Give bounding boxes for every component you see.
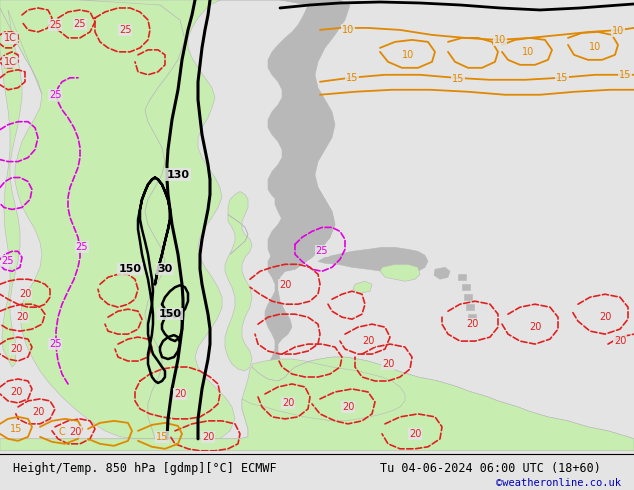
Polygon shape bbox=[160, 0, 350, 271]
Text: 130: 130 bbox=[167, 170, 190, 179]
Text: 20: 20 bbox=[281, 398, 294, 408]
Text: 20: 20 bbox=[598, 312, 611, 322]
Text: ©weatheronline.co.uk: ©weatheronline.co.uk bbox=[496, 478, 621, 488]
Text: Tu 04-06-2024 06:00 UTC (18+60): Tu 04-06-2024 06:00 UTC (18+60) bbox=[380, 462, 601, 475]
Text: 20: 20 bbox=[409, 429, 421, 439]
Text: 10: 10 bbox=[342, 25, 354, 35]
Text: 20: 20 bbox=[32, 407, 44, 417]
Text: 20: 20 bbox=[342, 402, 354, 412]
Text: 15: 15 bbox=[556, 73, 568, 83]
Text: 15: 15 bbox=[346, 73, 358, 83]
Polygon shape bbox=[0, 357, 634, 451]
Text: 25: 25 bbox=[74, 19, 86, 29]
Polygon shape bbox=[434, 267, 450, 279]
Text: 20: 20 bbox=[614, 336, 626, 346]
Text: 20: 20 bbox=[529, 322, 541, 332]
Polygon shape bbox=[0, 357, 634, 451]
Text: 20: 20 bbox=[279, 280, 291, 290]
Text: 150: 150 bbox=[158, 309, 181, 319]
Text: 25: 25 bbox=[49, 20, 61, 30]
Polygon shape bbox=[318, 247, 428, 273]
Text: 30: 30 bbox=[157, 264, 172, 274]
Polygon shape bbox=[0, 8, 42, 367]
Text: 15: 15 bbox=[619, 70, 631, 80]
Text: 20: 20 bbox=[10, 387, 22, 397]
Polygon shape bbox=[0, 0, 185, 439]
Text: 25: 25 bbox=[316, 246, 328, 256]
Text: 1C: 1C bbox=[4, 33, 16, 43]
Polygon shape bbox=[225, 192, 252, 371]
Polygon shape bbox=[468, 314, 476, 320]
Text: 20: 20 bbox=[382, 359, 394, 369]
Text: 10: 10 bbox=[612, 26, 624, 36]
Polygon shape bbox=[380, 264, 420, 281]
Text: 25: 25 bbox=[2, 256, 14, 266]
Text: Height/Temp. 850 hPa [gdmp][°C] ECMWF: Height/Temp. 850 hPa [gdmp][°C] ECMWF bbox=[13, 462, 276, 475]
Text: 25: 25 bbox=[119, 25, 131, 35]
Text: 20: 20 bbox=[362, 336, 374, 346]
Text: 20: 20 bbox=[10, 344, 22, 354]
Text: 25: 25 bbox=[49, 339, 61, 349]
Polygon shape bbox=[458, 274, 466, 280]
Polygon shape bbox=[80, 0, 235, 439]
Text: 150: 150 bbox=[119, 264, 141, 274]
Text: 20: 20 bbox=[174, 389, 186, 399]
Polygon shape bbox=[466, 304, 474, 310]
Text: 25: 25 bbox=[49, 90, 61, 100]
Text: 20: 20 bbox=[19, 289, 31, 299]
Text: 15: 15 bbox=[452, 74, 464, 84]
Text: 1C: 1C bbox=[4, 57, 16, 67]
Text: 20: 20 bbox=[16, 312, 28, 322]
Text: C: C bbox=[58, 427, 65, 437]
Text: 10: 10 bbox=[402, 50, 414, 60]
Text: 20: 20 bbox=[466, 319, 478, 329]
Text: 15: 15 bbox=[156, 432, 168, 442]
Text: 25: 25 bbox=[75, 243, 88, 252]
Polygon shape bbox=[265, 174, 335, 397]
Text: 20: 20 bbox=[202, 432, 214, 442]
Text: 10: 10 bbox=[522, 47, 534, 57]
Text: 15: 15 bbox=[10, 424, 22, 434]
Text: 20: 20 bbox=[69, 427, 81, 437]
Polygon shape bbox=[353, 281, 372, 293]
Text: 10: 10 bbox=[494, 35, 506, 45]
Text: 10: 10 bbox=[589, 42, 601, 52]
Polygon shape bbox=[462, 284, 470, 290]
Polygon shape bbox=[464, 294, 472, 300]
